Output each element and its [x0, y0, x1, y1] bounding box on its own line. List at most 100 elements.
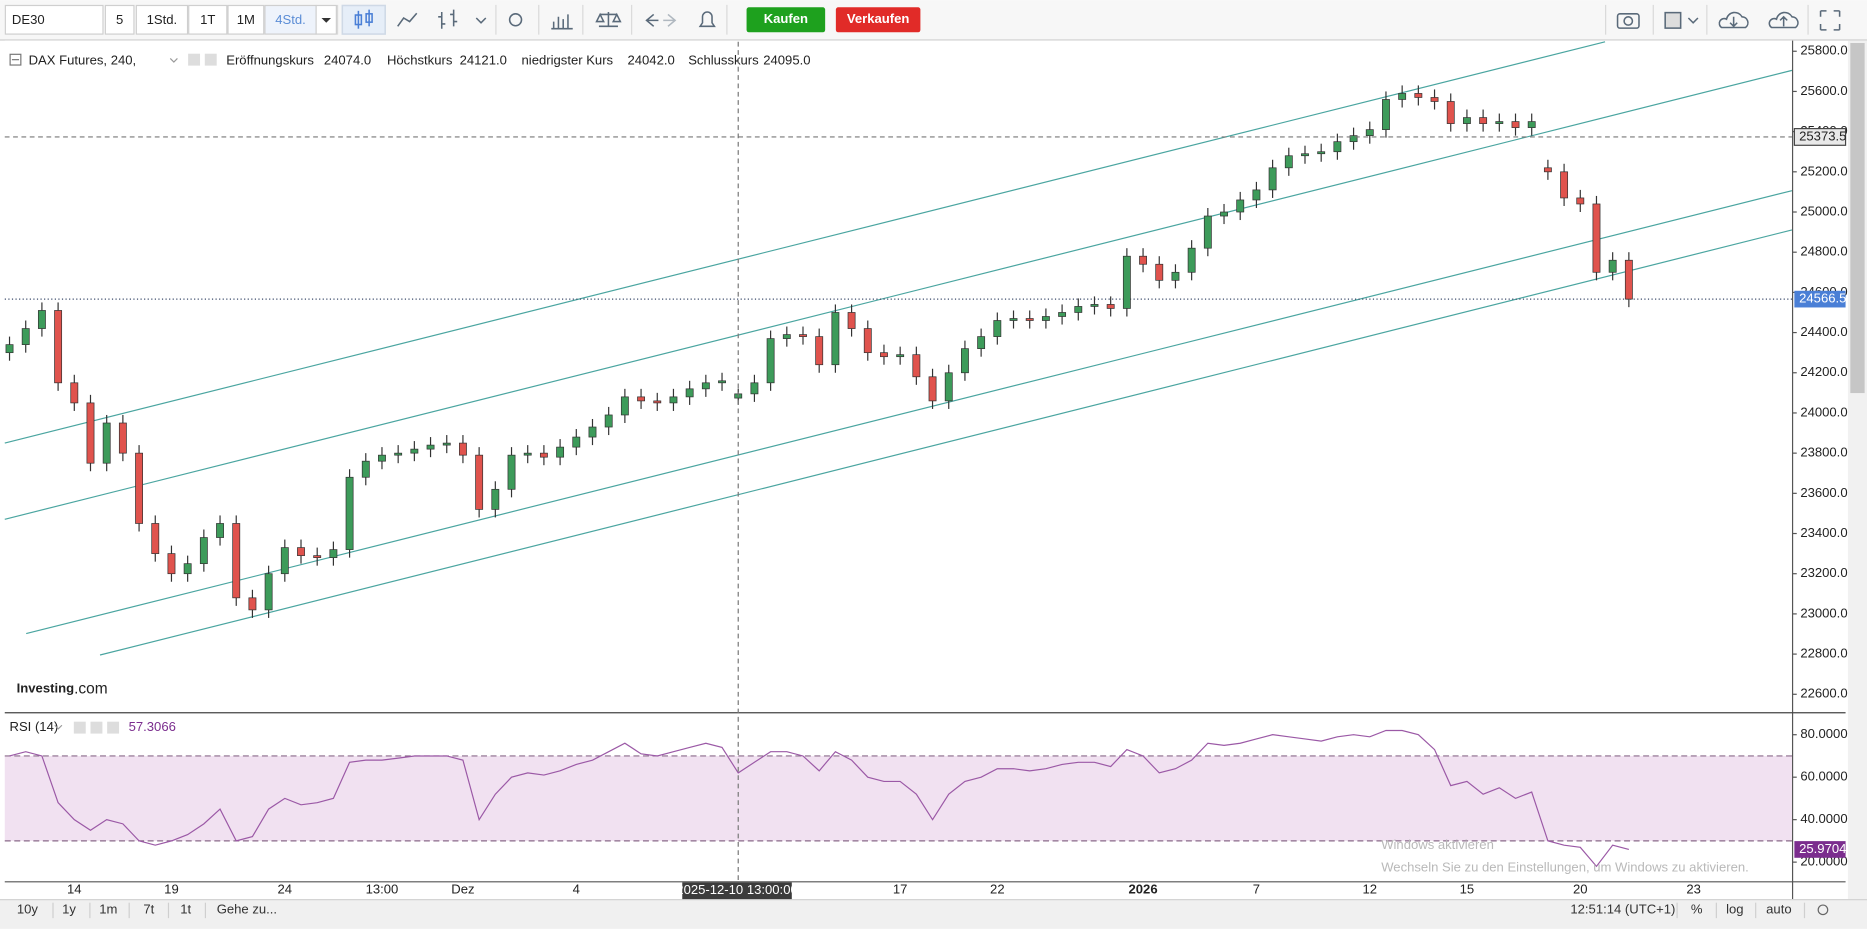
- interval-box: [188, 4, 228, 35]
- candle-body: [1462, 117, 1471, 124]
- rsi-y-tick-label: 40.0000: [1800, 811, 1847, 826]
- camera-icon[interactable]: [1616, 13, 1640, 29]
- fullscreen-icon[interactable]: [1819, 10, 1841, 31]
- candle-body: [1025, 318, 1034, 321]
- legend-low-label: niedrigster Kurs: [522, 52, 614, 67]
- brand: Investing: [17, 681, 74, 696]
- layout-icon[interactable]: [1664, 11, 1682, 29]
- scrollbar-thumb[interactable]: [1850, 42, 1865, 394]
- candle-body: [86, 402, 95, 464]
- candle-body: [1009, 318, 1018, 321]
- candle-body: [54, 310, 63, 384]
- chart-area: [4, 40, 1792, 882]
- range-button[interactable]: 1m: [99, 901, 117, 916]
- range-button[interactable]: 7t: [143, 901, 154, 916]
- rsi-icon[interactable]: [73, 721, 86, 734]
- range-button[interactable]: 1y: [62, 901, 76, 916]
- candle-body: [701, 382, 710, 390]
- scale-option[interactable]: log: [1726, 901, 1743, 916]
- rsi-icon[interactable]: [90, 721, 103, 734]
- cloud-load-icon[interactable]: [1718, 11, 1749, 29]
- sell-text: Verkaufen: [847, 11, 910, 26]
- rsi-dropdown[interactable]: [54, 724, 63, 730]
- candle-body: [637, 396, 645, 402]
- buy-button[interactable]: [746, 7, 826, 33]
- candle-body: [961, 348, 969, 374]
- candle-body: [70, 382, 79, 404]
- candle-body: [459, 442, 467, 456]
- last-price-box: [1794, 290, 1846, 308]
- channel-line[interactable]: [26, 190, 1793, 635]
- interval-button[interactable]: 1Std.: [135, 4, 189, 35]
- sell-button[interactable]: [835, 7, 921, 33]
- candle-body: [1576, 197, 1585, 205]
- legend-dropdown[interactable]: [169, 58, 178, 63]
- candle-body: [1139, 255, 1147, 265]
- bar-icon[interactable]: [438, 9, 458, 29]
- x-tick-label: 23: [1686, 882, 1701, 897]
- candle-body: [167, 553, 176, 575]
- x-tick-label: 20: [1573, 882, 1588, 897]
- y-tick-label: 24200.0: [1800, 364, 1847, 379]
- dropdown-icon[interactable]: [1687, 17, 1699, 24]
- candle-body: [1365, 129, 1374, 137]
- cloud-save-icon[interactable]: [1768, 11, 1799, 29]
- legend-icon[interactable]: [204, 53, 217, 66]
- interval-button[interactable]: 1T: [188, 4, 228, 35]
- footer-settings-icon[interactable]: [1817, 904, 1829, 916]
- candle-body: [539, 452, 548, 458]
- x-tick-label: 14: [67, 882, 82, 897]
- undo-icon[interactable]: [645, 13, 659, 27]
- line-icon[interactable]: [397, 12, 418, 27]
- interval-button[interactable]: 1M: [227, 4, 265, 35]
- range-button[interactable]: 1t: [180, 901, 191, 916]
- candle-body: [216, 523, 224, 538]
- legend-title: DAX Futures, 240,: [29, 52, 137, 67]
- y-tick-label: 24800.0: [1800, 244, 1847, 259]
- channel-line[interactable]: [4, 41, 1606, 444]
- rsi-close-icon[interactable]: [107, 721, 120, 734]
- compare-icon[interactable]: [595, 12, 622, 28]
- candle-body: [313, 555, 322, 558]
- range-button[interactable]: 10y: [17, 901, 39, 916]
- candle-body: [1479, 117, 1488, 124]
- interval-label: 1T: [200, 12, 215, 27]
- settings-icon[interactable]: [508, 13, 523, 27]
- dropdown-icon[interactable]: [475, 17, 487, 24]
- candle-body: [685, 388, 694, 398]
- candle-body: [556, 446, 565, 458]
- candle-body: [507, 454, 516, 490]
- candle-body: [977, 336, 986, 350]
- collapse-icon[interactable]: [9, 53, 22, 66]
- scale-option[interactable]: auto: [1766, 901, 1791, 916]
- rsi-band-fill: [4, 755, 1792, 841]
- rsi-last-box: [1794, 841, 1846, 858]
- legend-close: 24095.0: [763, 52, 810, 67]
- interval-button[interactable]: 4Std.: [264, 4, 317, 35]
- goto-button[interactable]: Gehe zu...: [217, 901, 277, 916]
- channel-line[interactable]: [99, 229, 1793, 656]
- x-tick-label: 7: [1253, 882, 1260, 897]
- candle-body: [329, 549, 338, 558]
- indicator-icon[interactable]: [551, 14, 573, 30]
- rsi-y-tick-label: 60.0000: [1800, 769, 1847, 784]
- symbol-box[interactable]: [4, 4, 104, 35]
- scale-option[interactable]: %: [1691, 901, 1703, 916]
- candle-body: [135, 452, 144, 524]
- alert-icon[interactable]: [698, 11, 716, 28]
- candle-body: [766, 338, 775, 384]
- candle-body: [1090, 304, 1099, 307]
- candle-body: [1058, 312, 1067, 317]
- candle-body: [653, 400, 662, 404]
- candle-body: [1106, 304, 1115, 309]
- legend-icon[interactable]: [188, 53, 201, 66]
- candle-body: [21, 328, 30, 345]
- interval-button[interactable]: 5: [104, 4, 135, 35]
- y-tick-label: 25000.0: [1800, 203, 1847, 218]
- x-tick-label: 15: [1460, 882, 1475, 897]
- candle-body: [928, 376, 937, 402]
- candle-icon-box[interactable]: [341, 4, 386, 35]
- candle-body: [944, 372, 953, 402]
- channel-line[interactable]: [4, 69, 1793, 520]
